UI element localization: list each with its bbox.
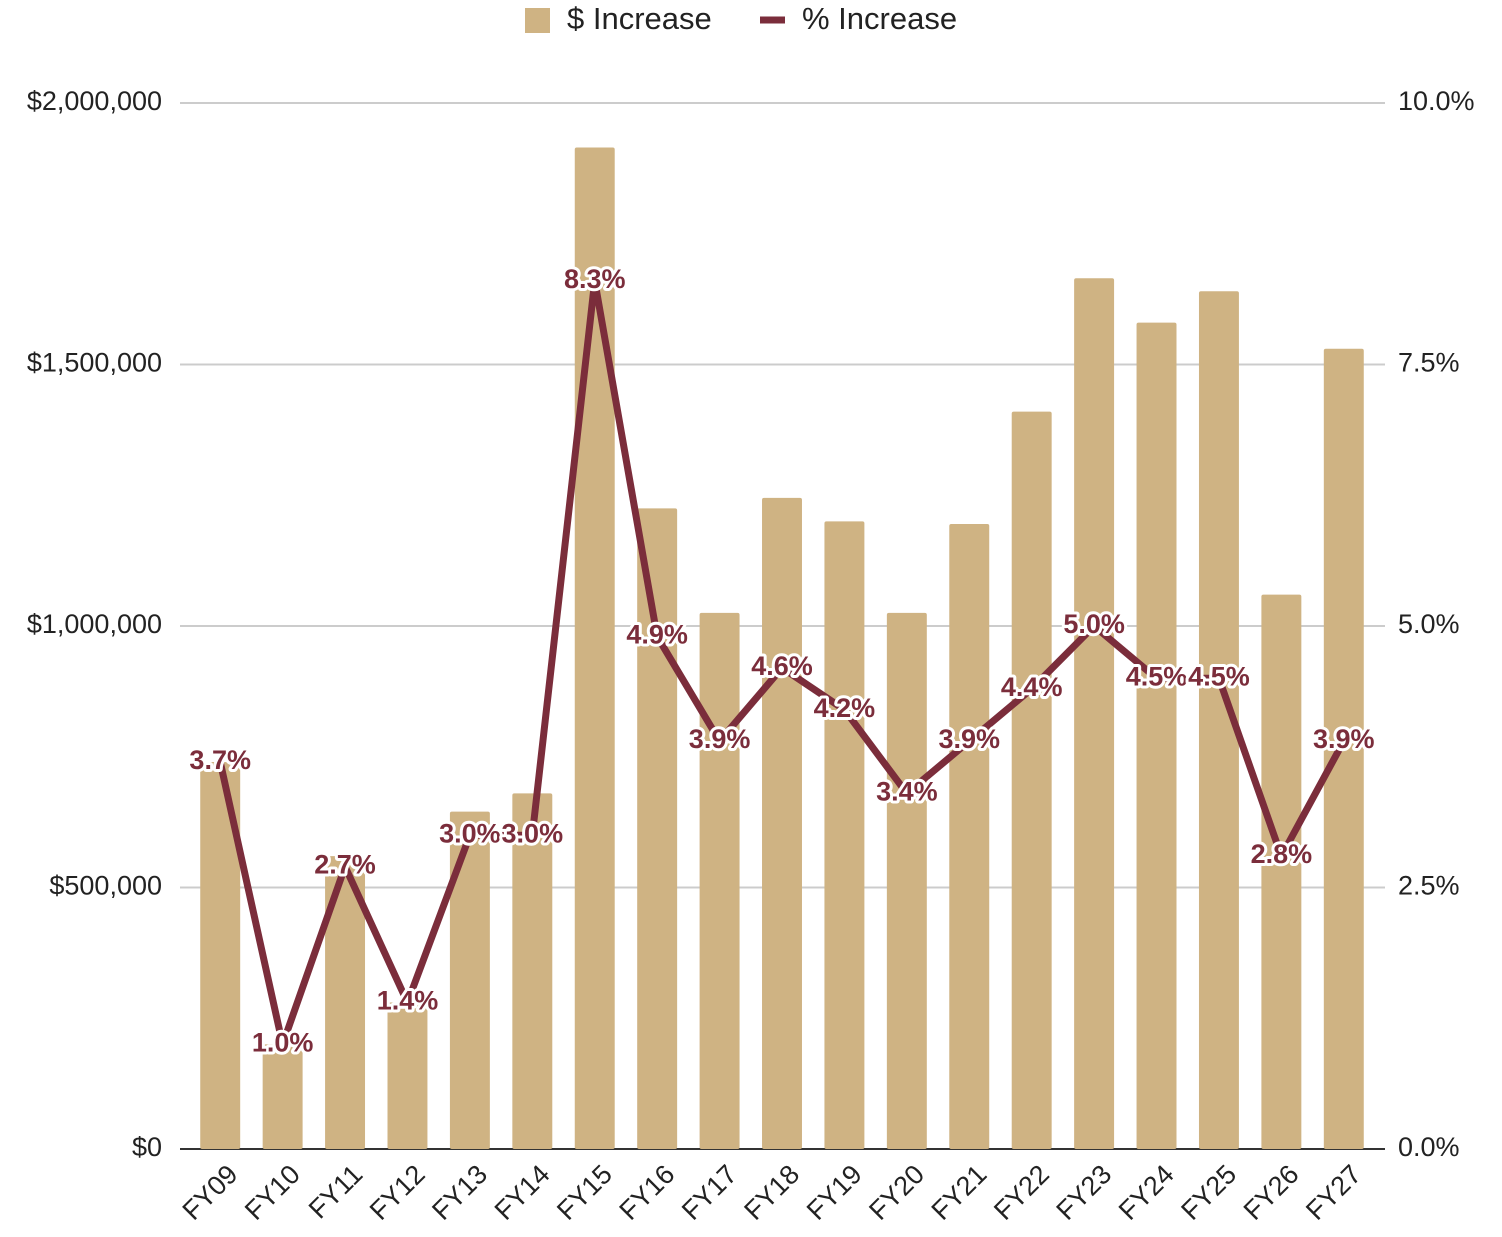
- y2-tick-label: 10.0%: [1398, 86, 1475, 116]
- x-tick-label: FY18: [738, 1159, 805, 1226]
- x-tick-label: FY12: [364, 1159, 431, 1226]
- bar: [762, 497, 802, 1149]
- x-tick-label: FY21: [926, 1159, 993, 1226]
- legend-label: % Increase: [802, 1, 957, 36]
- bar: [1136, 322, 1177, 1149]
- bar: [200, 761, 241, 1149]
- legend-label: $ Increase: [567, 1, 712, 36]
- bar: [262, 1044, 303, 1149]
- bar: [1011, 411, 1052, 1149]
- data-label: 4.5%: [1126, 661, 1188, 691]
- bar: [1261, 594, 1302, 1149]
- x-tick-label: FY17: [676, 1159, 743, 1226]
- data-label: 4.6%: [751, 651, 813, 681]
- y-tick-label: $0: [132, 1132, 162, 1162]
- line: [216, 277, 1347, 1048]
- data-label: 1.0%: [252, 1028, 314, 1058]
- data-label: 8.3%: [564, 264, 626, 294]
- bar: [949, 524, 990, 1149]
- y-tick-label: $500,000: [49, 871, 162, 901]
- y-tick-label: $1,000,000: [27, 609, 162, 639]
- data-label: 4.4%: [1001, 672, 1063, 702]
- y-tick-label: $1,500,000: [27, 348, 162, 378]
- bar: [699, 612, 740, 1149]
- y-tick-label: $2,000,000: [27, 86, 162, 116]
- data-label: 3.9%: [1313, 724, 1375, 754]
- x-tick-label: FY10: [239, 1159, 306, 1226]
- data-label: 2.7%: [314, 850, 376, 880]
- data-label: 5.0%: [1063, 609, 1125, 639]
- bar: [637, 508, 678, 1149]
- x-tick-label: FY23: [1051, 1159, 1118, 1226]
- x-tick-label: FY26: [1238, 1159, 1305, 1226]
- data-label: 4.5%: [1188, 661, 1250, 691]
- x-tick-label: FY19: [801, 1159, 868, 1226]
- data-label: 3.0%: [502, 818, 564, 848]
- x-tick-label: FY09: [177, 1159, 244, 1226]
- bar: [824, 521, 865, 1149]
- data-label: 3.9%: [938, 724, 1000, 754]
- legend-swatch: [525, 8, 550, 33]
- data-label: 3.4%: [876, 776, 938, 806]
- bar: [1323, 348, 1364, 1149]
- data-label: 3.7%: [189, 745, 251, 775]
- bar: [1074, 278, 1115, 1150]
- x-tick-label: FY15: [551, 1159, 618, 1226]
- bar: [512, 793, 553, 1149]
- bar: [387, 1002, 428, 1149]
- bar: [449, 811, 490, 1149]
- y2-tick-label: 5.0%: [1398, 609, 1460, 639]
- x-tick-label: FY27: [1300, 1159, 1367, 1226]
- data-label: 4.9%: [626, 620, 688, 650]
- y2-tick-label: 0.0%: [1398, 1132, 1460, 1162]
- x-tick-label: FY16: [614, 1159, 681, 1226]
- bar: [325, 856, 366, 1149]
- x-tick-label: FY13: [426, 1159, 493, 1226]
- bar: [886, 612, 927, 1149]
- y2-tick-label: 7.5%: [1398, 348, 1460, 378]
- data-label: 3.9%: [689, 724, 751, 754]
- data-label: 3.0%: [439, 818, 501, 848]
- x-tick-label: FY25: [1175, 1159, 1242, 1226]
- bar: [1198, 291, 1239, 1149]
- y2-tick-label: 2.5%: [1398, 871, 1460, 901]
- x-tick-label: FY11: [303, 1159, 368, 1224]
- x-tick-label: FY20: [863, 1159, 930, 1226]
- x-tick-label: FY24: [1113, 1159, 1180, 1226]
- data-label: 1.4%: [377, 986, 439, 1016]
- x-tick-label: FY22: [988, 1159, 1055, 1226]
- x-tick-label: FY14: [489, 1159, 556, 1226]
- data-label: 4.2%: [814, 693, 876, 723]
- data-label: 2.8%: [1251, 839, 1313, 869]
